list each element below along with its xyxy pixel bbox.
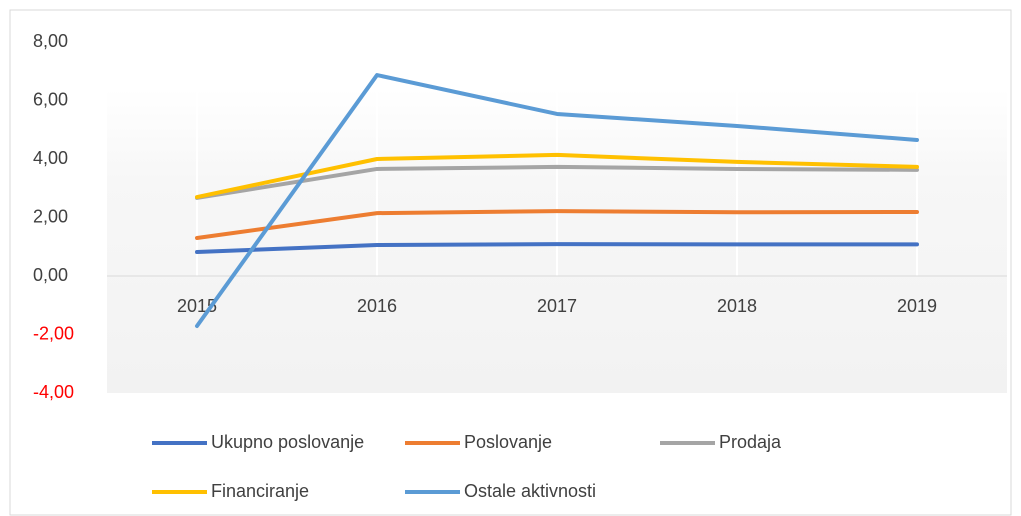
legend-label: Financiranje	[211, 481, 309, 501]
legend-label: Ukupno poslovanje	[211, 432, 364, 452]
series-line	[195, 242, 919, 255]
legend-label: Ostale aktivnosti	[464, 481, 596, 501]
x-tick-label: 2017	[537, 296, 577, 316]
y-tick-label: 8,00	[33, 31, 68, 51]
y-tick-label: 6,00	[33, 89, 68, 109]
x-tick-label: 2018	[717, 296, 757, 316]
y-tick-label: 4,00	[33, 148, 68, 168]
series-line	[195, 152, 919, 200]
series-line	[195, 73, 919, 329]
series-line	[195, 164, 919, 200]
legend-label: Prodaja	[719, 432, 782, 452]
x-tick-label: 2016	[357, 296, 397, 316]
y-tick-label: 2,00	[33, 206, 68, 226]
y-tick-label: 0,00	[33, 265, 68, 285]
x-tick-label: 2019	[897, 296, 937, 316]
y-tick-label: -2,00	[33, 323, 74, 343]
series-line	[195, 209, 919, 240]
y-tick-label: -4,00	[33, 382, 74, 402]
legend-label: Poslovanje	[464, 432, 552, 452]
